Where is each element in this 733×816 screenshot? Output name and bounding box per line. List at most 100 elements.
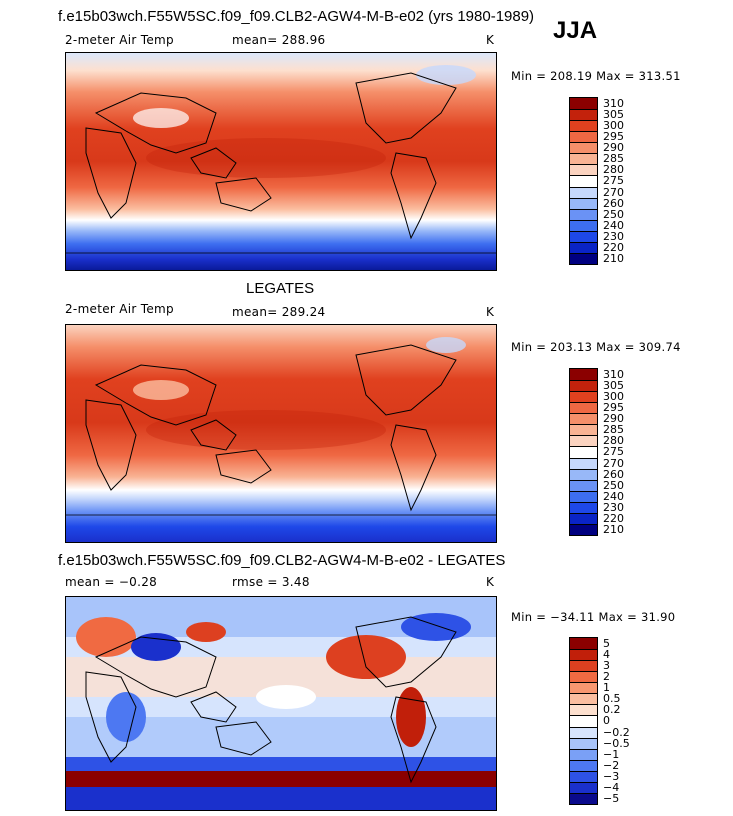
colorbar-tick-label: 240: [603, 218, 624, 232]
colorbar-swatch: [570, 715, 597, 727]
colorbar-tick-label: 250: [603, 207, 624, 221]
colorbar-divider: [570, 446, 597, 448]
colorbar-swatch: [570, 153, 597, 165]
colorbar-divider: [570, 219, 597, 221]
colorbar-divider: [570, 479, 597, 481]
colorbar-swatch: [570, 468, 597, 480]
colorbar-divider: [570, 197, 597, 199]
colorbar-divider: [570, 175, 597, 177]
colorbar-divider: [570, 380, 597, 382]
colorbar-tick-label: −4: [603, 780, 620, 794]
colorbar-swatch: [570, 424, 597, 436]
colorbar-tick-label: 290: [603, 412, 624, 426]
colorbar-tick-label: 4: [603, 648, 610, 662]
colorbar-divider: [570, 693, 597, 695]
colorbar-divider: [570, 164, 597, 166]
colorbar-tick-label: 275: [603, 174, 624, 188]
colorbar-tick-label: −3: [603, 769, 620, 783]
colorbar-divider: [570, 120, 597, 122]
colorbar-swatch: [570, 748, 597, 760]
colorbar-divider: [570, 715, 597, 717]
colorbar-divider: [570, 241, 597, 243]
colorbar-tick-label: 1: [603, 681, 610, 695]
colorbar-swatch: [570, 490, 597, 502]
colorbar-divider: [570, 737, 597, 739]
obs-mean-label: mean= 289.24: [232, 305, 326, 319]
colorbar-divider: [570, 501, 597, 503]
colorbar-swatch: [570, 512, 597, 524]
model-mean-label: mean= 288.96: [232, 33, 326, 47]
colorbar-tick-label: 295: [603, 401, 624, 415]
colorbar-tick-label: 285: [603, 152, 624, 166]
colorbar-divider: [570, 391, 597, 393]
colorbar-divider: [570, 770, 597, 772]
colorbar-divider: [570, 781, 597, 783]
model-variable-label: 2-meter Air Temp: [65, 33, 174, 47]
model-panel-title: f.e15b03wch.F55W5SC.f09_f09.CLB2-AGW4-M-…: [58, 8, 535, 25]
model-units-label: K: [486, 33, 495, 47]
colorbar-divider: [570, 759, 597, 761]
colorbar-tick-label: 210: [603, 522, 624, 536]
colorbar-swatch: [570, 446, 597, 458]
colorbar-divider: [570, 726, 597, 728]
colorbar-tick-label: 220: [603, 240, 624, 254]
colorbar-tick-label: 230: [603, 500, 624, 514]
colorbar-divider: [570, 792, 597, 794]
colorbar-tick-label: 3: [603, 659, 610, 673]
colorbar-swatch: [570, 380, 597, 392]
colorbar-swatch: [570, 402, 597, 414]
colorbar-tick-label: 230: [603, 229, 624, 243]
colorbar-swatch: [570, 109, 597, 121]
colorbar-tick-label: 0.5: [603, 692, 621, 706]
colorbar-swatch: [570, 391, 597, 403]
colorbar-tick-label: 260: [603, 467, 624, 481]
colorbar-swatch: [570, 523, 597, 535]
colorbar-tick-label: 295: [603, 130, 624, 144]
colorbar-swatch: [570, 479, 597, 491]
model-minmax-label: Min = 208.19 Max = 313.51: [511, 69, 681, 83]
colorbar-swatch: [570, 638, 597, 650]
colorbar-tick-label: 0.2: [603, 703, 621, 717]
colorbar-divider: [570, 230, 597, 232]
colorbar-swatch: [570, 660, 597, 672]
colorbar-swatch: [570, 252, 597, 264]
colorbar-divider: [570, 142, 597, 144]
colorbar-tick-label: 2: [603, 670, 610, 684]
colorbar-swatch: [570, 120, 597, 132]
colorbar-swatch: [570, 197, 597, 209]
diff-units-label: K: [486, 575, 495, 589]
diff-mean-label: mean = −0.28: [65, 575, 158, 589]
colorbar-tick-label: 310: [603, 97, 624, 110]
colorbar-divider: [570, 131, 597, 133]
colorbar-swatch: [570, 413, 597, 425]
colorbar-swatch: [570, 175, 597, 187]
colorbar-swatch: [570, 649, 597, 661]
colorbar-tick-label: 285: [603, 423, 624, 437]
colorbar-swatch: [570, 131, 597, 143]
colorbar-divider: [570, 208, 597, 210]
colorbar-divider: [570, 671, 597, 673]
colorbar-divider: [570, 523, 597, 525]
colorbar-divider: [570, 490, 597, 492]
colorbar-tick-label: 5: [603, 637, 610, 650]
colorbar-swatch: [570, 759, 597, 771]
obs-colorbar: [569, 368, 598, 536]
colorbar-divider: [570, 704, 597, 706]
colorbar-swatch: [570, 726, 597, 738]
diff-rmse-label: rmse = 3.48: [232, 575, 310, 589]
colorbar-tick-label: 300: [603, 119, 624, 133]
colorbar-swatch: [570, 704, 597, 716]
colorbar-divider: [570, 435, 597, 437]
colorbar-divider: [570, 153, 597, 155]
colorbar-tick-label: −0.2: [603, 725, 630, 739]
colorbar-divider: [570, 252, 597, 254]
difference-map: [65, 596, 497, 811]
colorbar-divider: [570, 468, 597, 470]
colorbar-tick-label: 260: [603, 196, 624, 210]
colorbar-tick-label: 275: [603, 445, 624, 459]
colorbar-divider: [570, 186, 597, 188]
colorbar-tick-label: 0: [603, 714, 610, 728]
diff-colorbar: [569, 637, 598, 805]
colorbar-swatch: [570, 693, 597, 705]
model-colorbar: [569, 97, 598, 265]
